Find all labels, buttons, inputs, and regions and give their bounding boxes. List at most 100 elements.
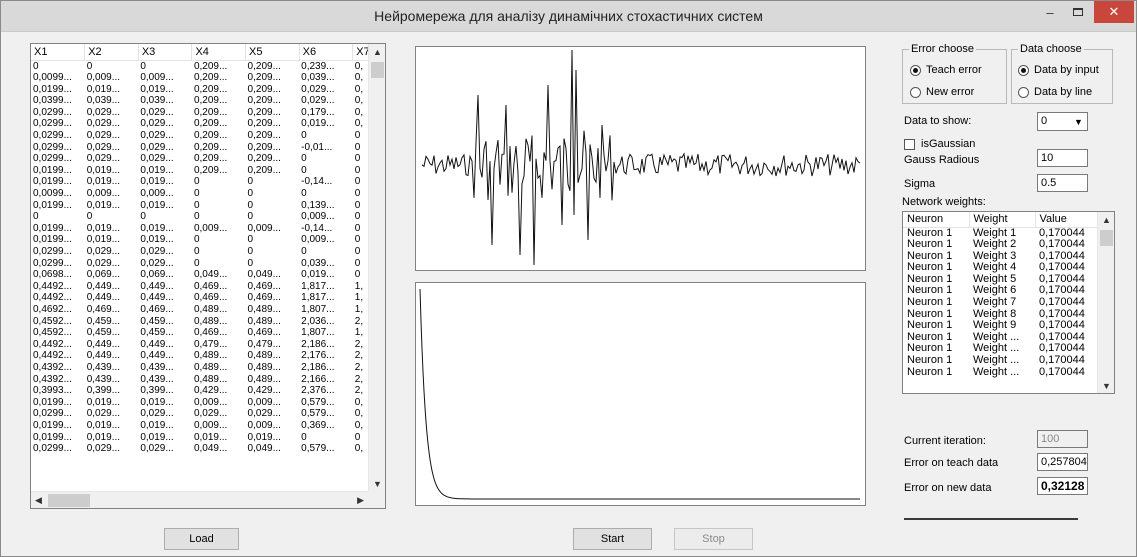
table-cell[interactable]: 0,019...	[193, 431, 228, 443]
table-row[interactable]: 0,0399... 0,039... 0,039... 0,209... 0,209..…	[31, 95, 385, 107]
table-row[interactable]: 0,0199... 0,019... 0,019... 0,209... 0,209..…	[31, 84, 385, 96]
table-cell[interactable]: 0,029...	[193, 408, 228, 420]
list-item[interactable]: Neuron 1 Weight 4 0,170044	[903, 262, 1097, 274]
table-cell[interactable]: 0,449...	[86, 292, 121, 304]
table-cell[interactable]: 0	[354, 188, 361, 200]
table-cell[interactable]: 0,	[354, 60, 364, 72]
table-cell[interactable]: 0,139...	[301, 199, 335, 211]
table-cell[interactable]: 2,186...	[301, 361, 335, 373]
table-cell[interactable]: 2,166...	[301, 373, 335, 385]
table-cell[interactable]: 1,817...	[301, 292, 335, 304]
table-cell[interactable]: 0,0199...	[33, 176, 72, 188]
table-cell[interactable]: 0,209...	[247, 164, 281, 176]
table-cell[interactable]: 0	[247, 234, 254, 246]
table-cell[interactable]: 0,009...	[247, 396, 281, 408]
table-cell[interactable]: 0,4692...	[33, 303, 72, 315]
table-cell[interactable]: 0,0299...	[33, 130, 72, 142]
list-item[interactable]: Neuron 1 Weight ... 0,170044	[903, 366, 1097, 379]
table-cell[interactable]: 0,399...	[86, 385, 121, 397]
table-cell[interactable]: 0,3993...	[33, 385, 72, 397]
table-cell[interactable]: 0,469...	[140, 303, 174, 315]
table-cell[interactable]: 2,	[354, 315, 364, 327]
table-cell[interactable]: 0	[247, 176, 254, 188]
table-cell[interactable]: 0,019...	[86, 396, 121, 408]
table-cell[interactable]: 0,0199...	[33, 419, 72, 431]
table-row[interactable]: 0 0 0 0,209... 0,209... 0,239... 0,	[31, 60, 385, 72]
table-cell[interactable]: 0,029...	[301, 95, 335, 107]
table-cell[interactable]: 0,029...	[140, 408, 174, 420]
table-cell[interactable]: 0,209...	[247, 72, 281, 84]
table-row[interactable]: 0,4492... 0,449... 0,449... 0,489... 0,489..…	[31, 350, 385, 362]
list-item[interactable]: Neuron 1 Weight ... 0,170044	[903, 331, 1097, 344]
table-cell[interactable]: 0,029...	[86, 153, 121, 165]
table-cell[interactable]: 0,009...	[86, 72, 121, 84]
table-cell[interactable]: 2,	[354, 373, 364, 385]
column-header[interactable]: X2	[84, 44, 139, 61]
start-button[interactable]: Start	[573, 528, 652, 550]
teach-error-field[interactable]: 0,257804	[1037, 453, 1088, 471]
table-row[interactable]: 0,4592... 0,459... 0,459... 0,469... 0,469..…	[31, 327, 385, 339]
table-row[interactable]: 0,4592... 0,459... 0,459... 0,489... 0,489..…	[31, 316, 385, 328]
table-cell[interactable]: 0,019...	[86, 431, 121, 443]
scroll-left-icon[interactable]: ◀	[35, 495, 42, 505]
table-cell[interactable]: 0,0199...	[33, 83, 72, 95]
table-cell[interactable]: 0,029...	[140, 257, 174, 269]
table-cell[interactable]: 0,4492...	[33, 338, 72, 350]
table-cell[interactable]: 0	[354, 130, 361, 142]
table-cell[interactable]: 0,029...	[140, 130, 174, 142]
table-cell[interactable]: 0,	[354, 419, 364, 431]
table-cell[interactable]: 2,186...	[301, 338, 335, 350]
table-cell[interactable]: 0,039...	[86, 95, 121, 107]
table-cell[interactable]: 0,469...	[193, 327, 228, 339]
table-cell[interactable]: 0	[33, 60, 39, 72]
new-error-radio[interactable]: New error	[910, 86, 974, 98]
table-cell[interactable]: 0,459...	[86, 315, 121, 327]
table-cell[interactable]: 0,209...	[247, 83, 281, 95]
table-row[interactable]: 0,4492... 0,449... 0,449... 0,469... 0,469..…	[31, 292, 385, 304]
new-error-field[interactable]: 0,32128	[1037, 477, 1088, 495]
table-cell[interactable]: 0,239...	[301, 60, 335, 72]
table-cell[interactable]: 0	[354, 246, 361, 257]
table-cell[interactable]: 0,489...	[193, 303, 228, 315]
table-cell[interactable]: 0	[301, 431, 307, 443]
data-by-line-radio[interactable]: Data by line	[1018, 86, 1092, 98]
table-cell[interactable]: 0,069...	[86, 269, 121, 281]
table-cell[interactable]: 0,029...	[86, 257, 121, 269]
table-cell[interactable]: 0,019...	[86, 176, 121, 188]
table-cell[interactable]: 0,019...	[247, 431, 281, 443]
table-cell[interactable]: 0	[354, 269, 361, 281]
table-cell[interactable]: 0,049...	[193, 443, 228, 455]
table-cell[interactable]: 2,176...	[301, 350, 335, 362]
table-cell[interactable]: 0	[354, 199, 361, 211]
table-cell[interactable]: 0,4492...	[33, 280, 72, 292]
table-cell[interactable]: 0,579...	[301, 443, 335, 455]
table-cell[interactable]: 0	[301, 153, 307, 165]
column-header[interactable]: X1	[31, 44, 86, 61]
table-row[interactable]: 0,4692... 0,469... 0,469... 0,489... 0,489..…	[31, 304, 385, 316]
table-cell[interactable]: 0,209...	[247, 153, 281, 165]
is-gaussian-checkbox[interactable]: isGaussian	[904, 138, 975, 150]
table-cell[interactable]: 0	[354, 164, 361, 176]
table-cell[interactable]: 0,449...	[140, 292, 174, 304]
table-cell[interactable]: -0,14...	[301, 222, 333, 234]
table-cell[interactable]: 0,009...	[247, 222, 281, 234]
table-cell[interactable]: 0,019...	[140, 199, 174, 211]
table-cell[interactable]: 0,0299...	[33, 118, 72, 130]
table-cell[interactable]: 0,019...	[86, 419, 121, 431]
table-cell[interactable]: 0,469...	[247, 292, 281, 304]
table-cell[interactable]: 1,	[354, 303, 364, 315]
table-cell[interactable]: 0,009...	[247, 419, 281, 431]
table-cell[interactable]: 1,	[354, 327, 364, 339]
table-cell[interactable]: 0	[301, 188, 307, 200]
table-cell[interactable]: 0,009...	[140, 188, 174, 200]
table-cell[interactable]: 0,009...	[301, 211, 335, 223]
table-cell[interactable]: 0,209...	[193, 60, 228, 72]
table-cell[interactable]: 1,807...	[301, 327, 335, 339]
table-cell[interactable]: 0	[354, 222, 361, 234]
list-item[interactable]: Neuron 1 Weight 1 0,170044	[903, 227, 1097, 239]
table-cell[interactable]: 0,469...	[86, 303, 121, 315]
table-cell[interactable]: 0,039...	[301, 72, 335, 84]
table-cell[interactable]: 0,019...	[140, 83, 174, 95]
table-row[interactable]: 0,0299... 0,029... 0,029... 0,209... 0,209..…	[31, 142, 385, 154]
table-cell[interactable]: 0,209...	[193, 130, 228, 142]
